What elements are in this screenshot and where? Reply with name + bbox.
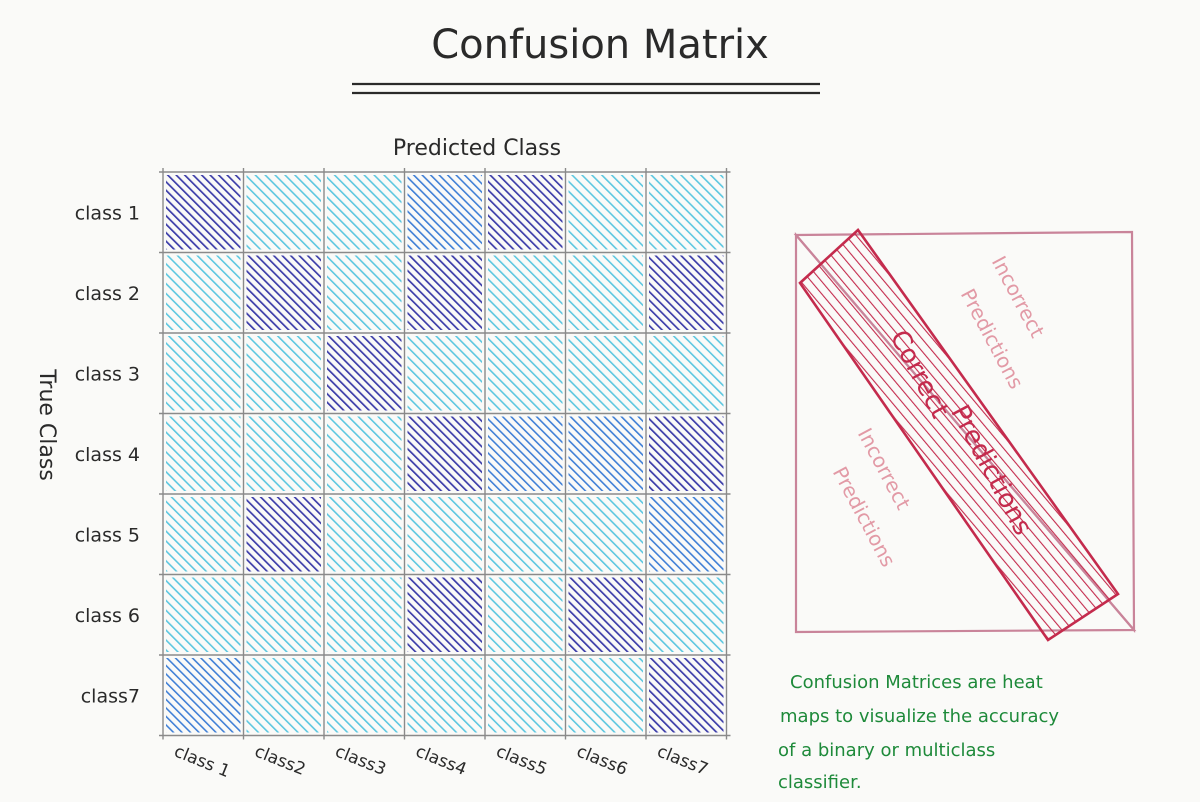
matrix-cell-r2-c4: [407, 255, 482, 330]
note-line-4: classifier.: [778, 772, 862, 793]
matrix-cell-r6-c5: [488, 577, 563, 652]
matrix-cell-r2-c3: [327, 255, 402, 330]
matrix-cell-r2-c5: [488, 255, 563, 330]
col-label-5: class5: [493, 742, 550, 780]
col-label-1: class 1: [171, 742, 233, 782]
matrix-cell-r3-c6: [568, 336, 643, 411]
matrix-cell-r4-c5: [488, 416, 563, 491]
matrix-cell-r3-c1: [166, 336, 241, 411]
matrix-cell-r7-c3: [327, 658, 402, 733]
matrix-cell-r5-c7: [649, 497, 724, 572]
matrix-cell-r7-c2: [246, 658, 321, 733]
confusion-matrix-grid: class 1 class 2 class 3 class 4 class 5 class…: [75, 168, 731, 782]
matrix-cell-r5-c2: [246, 497, 321, 572]
x-axis-title: Predicted Class: [393, 136, 561, 161]
matrix-cell-r3-c3: [327, 336, 402, 411]
correct-predictions-band: [798, 228, 1120, 642]
matrix-cell-r5-c3: [327, 497, 402, 572]
matrix-cell-r6-c2: [246, 577, 321, 652]
col-label-3: class3: [332, 742, 389, 780]
matrix-cell-r7-c6: [568, 658, 643, 733]
row-label-7: class7: [81, 685, 140, 707]
matrix-cell-r5-c4: [407, 497, 482, 572]
matrix-cell-r1-c6: [568, 175, 643, 250]
col-label-4: class4: [413, 742, 470, 780]
row-label-4: class 4: [75, 444, 140, 466]
matrix-cell-r7-c7: [649, 658, 724, 733]
matrix-cell-r3-c4: [407, 336, 482, 411]
col-label-6: class6: [574, 742, 631, 780]
matrix-cell-r1-c4: [407, 175, 482, 250]
matrix-cell-r1-c2: [246, 175, 321, 250]
row-label-5: class 5: [75, 524, 140, 546]
matrix-cell-r6-c1: [166, 577, 241, 652]
col-label-2: class2: [252, 742, 309, 780]
matrix-cell-r4-c1: [166, 416, 241, 491]
matrix-cell-r3-c7: [649, 336, 724, 411]
matrix-cell-r4-c6: [568, 416, 643, 491]
matrix-cell-r7-c5: [488, 658, 563, 733]
matrix-cell-r1-c5: [488, 175, 563, 250]
matrix-cell-r3-c2: [246, 336, 321, 411]
row-label-2: class 2: [75, 283, 140, 305]
matrix-cell-r3-c5: [488, 336, 563, 411]
matrix-cell-r5-c5: [488, 497, 563, 572]
matrix-cell-r2-c2: [246, 255, 321, 330]
matrix-cell-r4-c3: [327, 416, 402, 491]
row-label-1: class 1: [75, 202, 140, 224]
matrix-cell-r7-c4: [407, 658, 482, 733]
matrix-cell-r4-c4: [407, 416, 482, 491]
row-label-3: class 3: [75, 363, 140, 385]
col-label-7: class7: [654, 742, 711, 780]
diagonal-diagram: Incorrect Predictions Correct Prediction…: [793, 228, 1137, 642]
y-axis-title: True Class: [34, 368, 59, 481]
matrix-cell-r4-c7: [649, 416, 724, 491]
matrix-cell-r7-c1: [166, 658, 241, 733]
matrix-cell-r6-c4: [407, 577, 482, 652]
matrix-cell-r2-c7: [649, 255, 724, 330]
matrix-cell-r6-c3: [327, 577, 402, 652]
note-line-3: of a binary or multiclass: [778, 740, 995, 761]
row-label-6: class 6: [75, 605, 140, 627]
matrix-cell-r1-c3: [327, 175, 402, 250]
matrix-cell-r6-c7: [649, 577, 724, 652]
matrix-cell-r2-c6: [568, 255, 643, 330]
note-line-1: Confusion Matrices are heat: [790, 672, 1043, 693]
matrix-cell-r5-c1: [166, 497, 241, 572]
matrix-cell-r4-c2: [246, 416, 321, 491]
explanation-note: Confusion Matrices are heat maps to visu…: [778, 672, 1059, 793]
matrix-cell-r2-c1: [166, 255, 241, 330]
note-line-2: maps to visualize the accuracy: [780, 706, 1059, 727]
matrix-cell-r1-c7: [649, 175, 724, 250]
matrix-cell-r5-c6: [568, 497, 643, 572]
matrix-cell-r1-c1: [166, 175, 241, 250]
page-title: Confusion Matrix: [431, 22, 769, 68]
matrix-cell-r6-c6: [568, 577, 643, 652]
